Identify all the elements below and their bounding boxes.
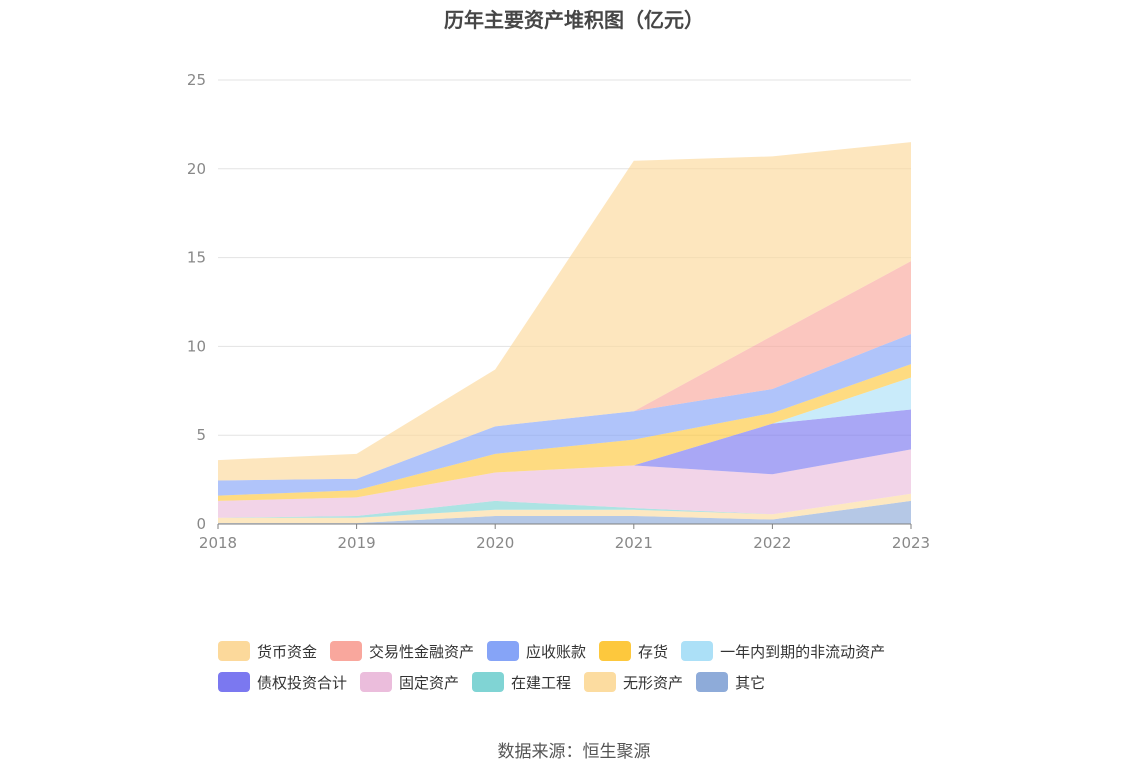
area-series-货币资金 (218, 142, 911, 481)
legend-item[interactable]: 在建工程 (472, 672, 571, 693)
legend-label: 货币资金 (257, 642, 318, 661)
legend-label: 固定资产 (399, 673, 460, 692)
legend-item[interactable]: 其它 (696, 672, 765, 693)
x-tick-label: 2021 (615, 534, 653, 552)
area-series-其它 (218, 500, 911, 524)
legend-row: 债权投资合计 固定资产 在建工程 无形资产 其它 (218, 671, 958, 693)
legend-swatch (218, 641, 250, 661)
legend-label: 存货 (638, 642, 669, 661)
y-tick-label: 0 (196, 515, 206, 533)
y-tick-label: 25 (187, 71, 206, 89)
y-tick-label: 15 (187, 249, 206, 267)
legend-swatch (218, 672, 250, 692)
source-note: 数据来源：恒生聚源 (497, 742, 651, 762)
legend-item[interactable]: 交易性金融资产 (330, 641, 474, 662)
legend-label: 应收账款 (526, 642, 587, 661)
legend-swatch (696, 672, 729, 692)
y-tick-label: 20 (187, 160, 206, 178)
legend-label: 其它 (735, 673, 766, 692)
axes: 0 5 10 15 20 25 2018 2019 2020 2021 2022 2023 (187, 71, 930, 552)
chart-title: 历年主要资产堆积图（亿元） (444, 8, 704, 32)
x-tick-label: 2018 (199, 534, 237, 552)
stacked-area-chart: 0 5 10 15 20 25 2018 2019 2020 2021 2022 2023 (187, 71, 930, 552)
legend-item[interactable]: 存货 (599, 641, 668, 662)
legend-label: 无形资产 (623, 673, 684, 692)
area-series-在建工程 (218, 493, 911, 518)
legend-label: 在建工程 (511, 673, 572, 692)
legend-swatch (330, 641, 363, 661)
legend-swatch (487, 641, 520, 661)
area-series-交易性金融资产 (218, 261, 911, 481)
legend-label: 交易性金融资产 (369, 642, 475, 661)
legend-swatch (681, 641, 714, 661)
x-tick-label: 2020 (476, 534, 514, 552)
legend: 货币资金 交易性金融资产 应收账款 存货 一年内到期的非流动资产 债权投资合计 固定资产 在… (218, 640, 958, 702)
x-tick-label: 2022 (753, 534, 791, 552)
legend-item[interactable]: 货币资金 (218, 641, 317, 662)
legend-item[interactable]: 无形资产 (584, 672, 683, 693)
legend-swatch (599, 641, 632, 661)
legend-row: 货币资金 交易性金融资产 应收账款 存货 一年内到期的非流动资产 (218, 640, 958, 662)
legend-label: 债权投资合计 (257, 673, 348, 692)
legend-item[interactable]: 应收账款 (487, 641, 586, 662)
area-series-无形资产 (218, 493, 911, 524)
legend-item[interactable]: 一年内到期的非流动资产 (681, 641, 885, 662)
area-series (218, 142, 911, 524)
y-tick-label: 10 (187, 337, 206, 355)
legend-swatch (584, 672, 617, 692)
legend-swatch (360, 672, 393, 692)
legend-label: 一年内到期的非流动资产 (720, 642, 886, 661)
area-series-债权投资合计 (218, 409, 911, 501)
x-tick-label: 2023 (892, 534, 930, 552)
y-tick-label: 5 (196, 426, 206, 444)
area-series-固定资产 (218, 449, 911, 518)
x-tick-label: 2019 (338, 534, 376, 552)
legend-swatch (472, 672, 505, 692)
legend-item[interactable]: 债权投资合计 (218, 672, 347, 693)
legend-item[interactable]: 固定资产 (360, 672, 459, 693)
